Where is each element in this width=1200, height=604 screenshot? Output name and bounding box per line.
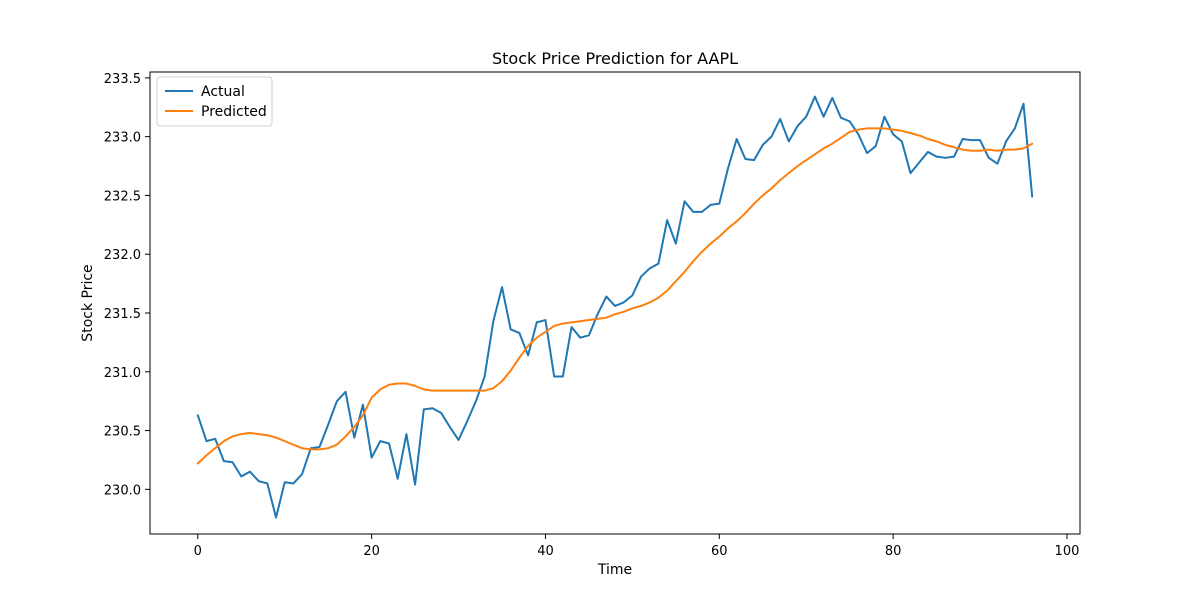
x-axis-label: Time <box>597 562 632 578</box>
legend-actual-label: Actual <box>201 84 245 100</box>
y-tick-label: 232.0 <box>104 248 141 263</box>
x-axis-ticks: 0 20 40 60 80 100 <box>194 534 1080 559</box>
y-tick-label: 230.5 <box>104 425 141 440</box>
plot-area <box>149 71 1081 535</box>
y-tick-label: 230.0 <box>104 483 141 498</box>
legend: Actual Predicted <box>156 76 273 127</box>
x-tick-label: 80 <box>885 544 902 559</box>
y-axis-label: Stock Price <box>80 264 96 341</box>
x-tick-label: 60 <box>711 544 728 559</box>
series-line-actual <box>196 95 1034 519</box>
x-tick-label: 0 <box>194 544 202 559</box>
y-tick-label: 233.5 <box>104 72 141 87</box>
plot-frame <box>149 71 1081 535</box>
chart-title: Stock Price Prediction for AAPL <box>492 49 738 68</box>
x-tick-label: 100 <box>1055 544 1080 559</box>
x-tick-label: 20 <box>363 544 380 559</box>
y-tick-label: 233.0 <box>104 131 141 146</box>
x-tick-label: 40 <box>537 544 554 559</box>
y-tick-label: 231.5 <box>104 307 141 322</box>
y-tick-label: 232.5 <box>104 189 141 204</box>
series-layer <box>196 95 1034 519</box>
legend-predicted-label: Predicted <box>201 104 267 120</box>
legend-box <box>156 76 273 127</box>
series-line-predicted <box>196 127 1034 465</box>
y-axis-ticks: 230.0 230.5 231.0 231.5 232.0 232.5 233.0 233.5 <box>104 72 150 498</box>
y-tick-label: 231.0 <box>104 366 141 381</box>
